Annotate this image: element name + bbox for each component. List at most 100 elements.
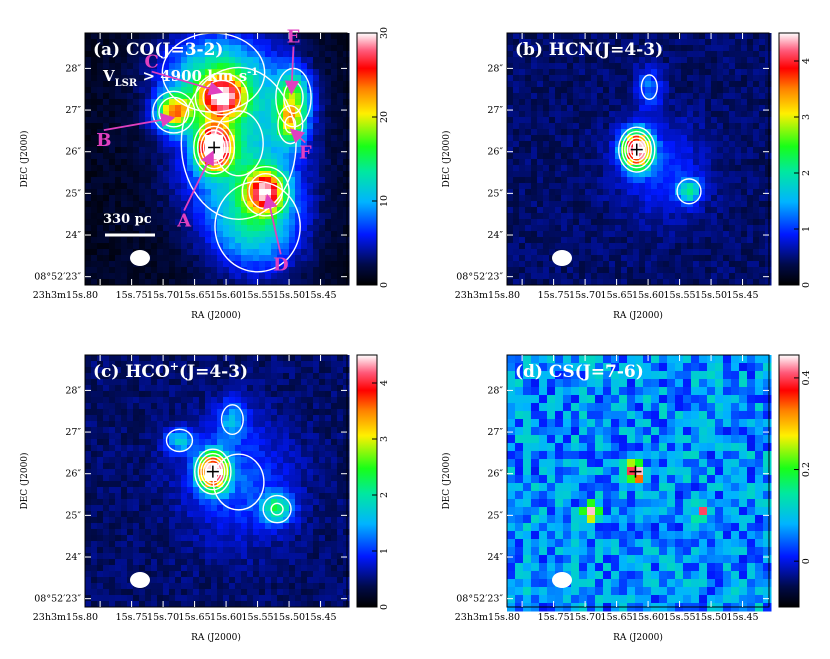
label-arrow	[103, 112, 176, 132]
x-tick-label: 23h3m15s.80	[33, 290, 98, 301]
region-label-C: C	[145, 52, 159, 73]
x-tick-label: 23h3m15s.80	[455, 612, 520, 623]
panel-title: (d) CS(J=7-6)	[515, 362, 644, 382]
region-label-E: E	[287, 27, 301, 48]
y-tick-label: 08°52′23″	[456, 272, 503, 283]
panel-b-colorbar: 0 1 2 3 4	[778, 32, 812, 288]
peak-cross	[206, 465, 219, 478]
x-tick-label: 15s.65	[179, 290, 211, 301]
y-tick-label: 24″	[65, 552, 81, 563]
y-tick-label: 27″	[487, 427, 503, 438]
x-tick-label: 15s.50	[273, 612, 305, 623]
colorbar-tick-label: 2	[379, 492, 390, 498]
colorbar-tick-label: 0	[801, 282, 812, 288]
region-label-F: F	[299, 143, 312, 164]
y-tick-label: 24″	[65, 230, 81, 241]
x-tick-label: 15s.70	[147, 290, 179, 301]
x-tick-label: 15s.60	[210, 612, 242, 623]
panel-title: (b) HCN(J=4-3)	[515, 40, 663, 60]
beam-ellipse	[552, 250, 572, 266]
panel-c-colorbar: 0 1 2 3 4	[356, 354, 390, 610]
y-tick-label: 25″	[65, 188, 81, 199]
peak-cross	[629, 465, 642, 478]
colorbar-tick-label: 1	[801, 226, 812, 232]
x-tick-label: 15s.55	[242, 612, 274, 623]
x-tick-label: 15s.55	[664, 290, 696, 301]
x-tick-label: 15s.70	[569, 290, 601, 301]
x-axis-label: RA (J2000)	[613, 632, 663, 643]
colorbar-tick-label: 0	[379, 604, 390, 610]
colorbar-tick-label: 3	[379, 436, 390, 442]
y-tick-label: 28″	[65, 63, 81, 74]
y-tick-label: 08°52′23″	[34, 594, 81, 605]
x-tick-label: 15s.55	[664, 612, 696, 623]
colorbar-tick-label: 10	[379, 195, 390, 207]
label-arrow	[263, 193, 282, 255]
colorbar-tick-label: 4	[379, 380, 390, 386]
scale-bar-label: 330 pc	[103, 212, 152, 227]
label-arrow	[151, 70, 224, 96]
panel-title: (a) CO(J=3-2)	[93, 40, 223, 60]
x-tick-label: 15s.55	[242, 290, 274, 301]
panel-b: 23h3m15s.80 15s.75 15s.70 15s.65 15s.60 15s.5…	[441, 32, 812, 321]
y-tick-label: 08°52′23″	[34, 272, 81, 283]
y-tick-label: 27″	[487, 105, 503, 116]
panel-c-contours	[165, 404, 292, 524]
peak-cross	[630, 143, 643, 156]
x-tick-label: 15s.50	[273, 290, 305, 301]
peak-cross	[208, 141, 221, 154]
y-tick-label: 28″	[487, 385, 503, 396]
colorbar-tick-label: 20	[379, 111, 390, 123]
x-tick-label: 15s.45	[305, 290, 337, 301]
x-tick-label: 15s.45	[727, 290, 759, 301]
x-tick-label: 15s.70	[147, 612, 179, 623]
x-tick-label: 23h3m15s.80	[455, 290, 520, 301]
x-axis-label: RA (J2000)	[613, 310, 663, 321]
panel-a-colorbar: 0 10 20 30	[356, 27, 390, 288]
y-tick-label: 26″	[487, 469, 503, 480]
x-tick-label: 15s.75	[116, 612, 148, 623]
y-tick-label: 24″	[487, 230, 503, 241]
colorbar-tick-label: 0.2	[801, 462, 812, 477]
y-axis-label: DEC (J2000)	[441, 130, 452, 187]
x-axis-label: RA (J2000)	[191, 310, 241, 321]
x-tick-label: 15s.45	[727, 612, 759, 623]
x-tick-label: 15s.50	[695, 612, 727, 623]
y-axis-label: DEC (J2000)	[441, 452, 452, 509]
panel-c: 23h3m15s.80 15s.75 15s.70 15s.65 15s.60 15s.5…	[19, 354, 390, 643]
velocity-subtitle: VLSR > 4900 km s-1	[102, 67, 258, 89]
y-tick-label: 27″	[65, 105, 81, 116]
panel-d: 23h3m15s.80 15s.75 15s.70 15s.65 15s.60 15s.5…	[441, 354, 812, 643]
x-axis-label: RA (J2000)	[191, 632, 241, 643]
colorbar-tick-label: 0	[801, 558, 812, 564]
y-tick-label: 26″	[65, 147, 81, 158]
x-tick-label: 15s.75	[538, 290, 570, 301]
region-label-A: A	[176, 211, 192, 232]
y-tick-label: 28″	[487, 63, 503, 74]
x-tick-label: 15s.45	[305, 612, 337, 623]
panel-a: 23h3m15s.80 15s.75 15s.70 15s.65 15s.60 15s.5…	[19, 27, 390, 321]
colorbar-tick-label: 30	[379, 27, 390, 39]
panel-d-map	[507, 355, 772, 612]
panel-a-map	[85, 33, 350, 286]
y-tick-label: 28″	[65, 385, 81, 396]
x-tick-label: 15s.60	[632, 612, 664, 623]
colorbar-tick-label: 3	[801, 114, 812, 120]
x-tick-label: 15s.65	[601, 612, 633, 623]
beam-ellipse	[552, 572, 572, 588]
colorbar-tick-label: 1	[379, 548, 390, 554]
x-tick-label: 23h3m15s.80	[33, 612, 98, 623]
colorbar-tick-label: 0	[379, 282, 390, 288]
y-tick-label: 27″	[65, 427, 81, 438]
x-tick-label: 15s.60	[632, 290, 664, 301]
panel-title: (c) HCO+(J=4-3)	[93, 360, 248, 382]
beam-ellipse	[130, 572, 150, 588]
colorbar-tick-label: 2	[801, 170, 812, 176]
region-label-D: D	[273, 254, 289, 275]
y-tick-label: 26″	[487, 147, 503, 158]
region-label-B: B	[96, 130, 111, 151]
panel-b-contours	[617, 74, 702, 205]
label-arrow	[284, 46, 300, 96]
beam-ellipse	[130, 250, 150, 266]
colorbar-tick-label: 0.4	[801, 370, 812, 385]
